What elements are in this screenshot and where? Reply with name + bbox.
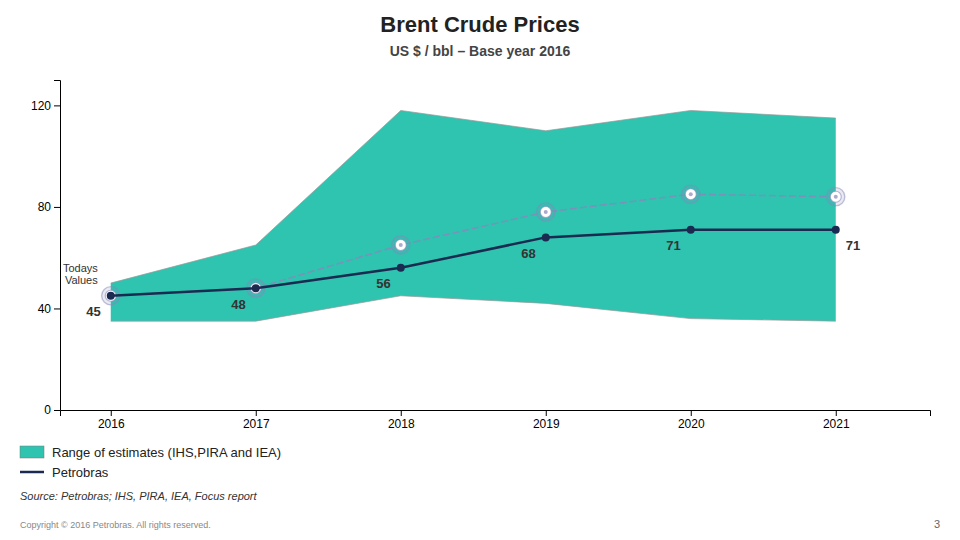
point xyxy=(107,292,115,300)
target-ring xyxy=(827,188,845,206)
y-tick-label: 80 xyxy=(38,200,52,214)
y-tick-label: 40 xyxy=(38,302,52,316)
data-label: 68 xyxy=(521,246,535,261)
x-tick-label: 2019 xyxy=(533,417,560,431)
target-dot xyxy=(544,210,548,214)
y-tick: 0 xyxy=(44,403,60,417)
x-tick-label: 2021 xyxy=(823,417,850,431)
annotation-line: Todays xyxy=(63,262,98,274)
subtitle: US $ / bbl – Base year 2016 xyxy=(390,43,571,59)
range-edge xyxy=(111,296,836,321)
x-axis: 2016 2017 2018 2019 2020 2021 xyxy=(61,410,931,431)
x-tick-label: 2020 xyxy=(678,417,705,431)
x-tick: 2018 xyxy=(388,410,415,431)
target-inner xyxy=(105,290,116,301)
x-tick-mark xyxy=(401,410,402,416)
legend-swatch xyxy=(20,471,44,474)
data-label: 71 xyxy=(846,238,860,253)
title: Brent Crude Prices xyxy=(380,12,579,37)
target-ring xyxy=(392,236,410,254)
point xyxy=(542,233,550,241)
x-tick-label: 2018 xyxy=(388,417,415,431)
series-line xyxy=(111,230,836,296)
range-edge xyxy=(111,110,836,283)
x-tick-label: 2017 xyxy=(243,417,270,431)
y-tick-mark xyxy=(54,105,60,106)
target-halo xyxy=(826,187,846,207)
target-inner xyxy=(250,283,261,294)
annotation: TodaysValues xyxy=(63,262,98,286)
target-halo xyxy=(681,184,701,204)
x-tick-label: 2016 xyxy=(98,417,125,431)
x-tick-mark xyxy=(256,410,257,416)
y-axis-line xyxy=(54,81,61,411)
target-inner xyxy=(830,191,841,202)
data-label: 56 xyxy=(376,276,390,291)
point xyxy=(832,226,840,234)
target-inner xyxy=(540,207,551,218)
page-number: 3 xyxy=(934,518,940,530)
x-tick-mark xyxy=(836,410,837,416)
legend-swatch xyxy=(20,446,44,458)
point xyxy=(687,226,695,234)
x-tick: 2017 xyxy=(243,410,270,431)
target-dot xyxy=(399,243,403,247)
x-axis-line xyxy=(61,411,931,417)
x-tick: 2016 xyxy=(98,410,125,431)
x-tick-mark xyxy=(546,410,547,416)
target-dot xyxy=(834,195,838,199)
y-tick: 40 xyxy=(38,302,60,316)
target-inner xyxy=(395,240,406,251)
y-axis: 0 40 80 120 xyxy=(31,81,61,418)
y-tick: 120 xyxy=(31,99,60,113)
legend: Range of estimates (IHS,PIRA and IEA) Pet… xyxy=(20,445,281,480)
data-label: 48 xyxy=(231,297,245,312)
labels: 45 48 56 68 71 71 TodaysValues xyxy=(63,238,860,319)
point xyxy=(252,284,260,292)
x-tick: 2019 xyxy=(533,410,560,431)
y-tick: 80 xyxy=(38,200,60,214)
target-halo xyxy=(391,235,411,255)
target-halo xyxy=(536,202,556,222)
target-ring xyxy=(682,185,700,203)
series-line xyxy=(111,194,836,296)
y-tick-mark xyxy=(54,308,60,309)
data-label: 71 xyxy=(666,238,680,253)
target-inner xyxy=(685,189,696,200)
x-tick-mark xyxy=(111,410,112,416)
range-band xyxy=(111,110,836,321)
annotation-line: Values xyxy=(65,274,98,286)
target-ring xyxy=(537,203,555,221)
legend-label: Petrobras xyxy=(52,465,109,480)
point xyxy=(397,264,405,272)
y-tick-mark xyxy=(54,207,60,208)
y-tick-label: 120 xyxy=(31,99,51,113)
x-tick: 2020 xyxy=(678,410,705,431)
x-tick: 2021 xyxy=(823,410,850,431)
copyright: Copyright © 2016 Petrobras. All rights r… xyxy=(20,520,211,530)
plot-area xyxy=(101,110,846,321)
y-tick-label: 0 xyxy=(44,403,51,417)
source: Source: Petrobras; IHS, PIRA, IEA, Focus… xyxy=(20,490,258,502)
x-tick-mark xyxy=(691,410,692,416)
target-dot xyxy=(689,192,693,196)
data-label: 45 xyxy=(86,304,100,319)
y-tick-mark xyxy=(54,410,60,411)
chart: Brent Crude Prices US $ / bbl – Base year… xyxy=(0,0,960,540)
legend-label: Range of estimates (IHS,PIRA and IEA) xyxy=(52,445,281,460)
